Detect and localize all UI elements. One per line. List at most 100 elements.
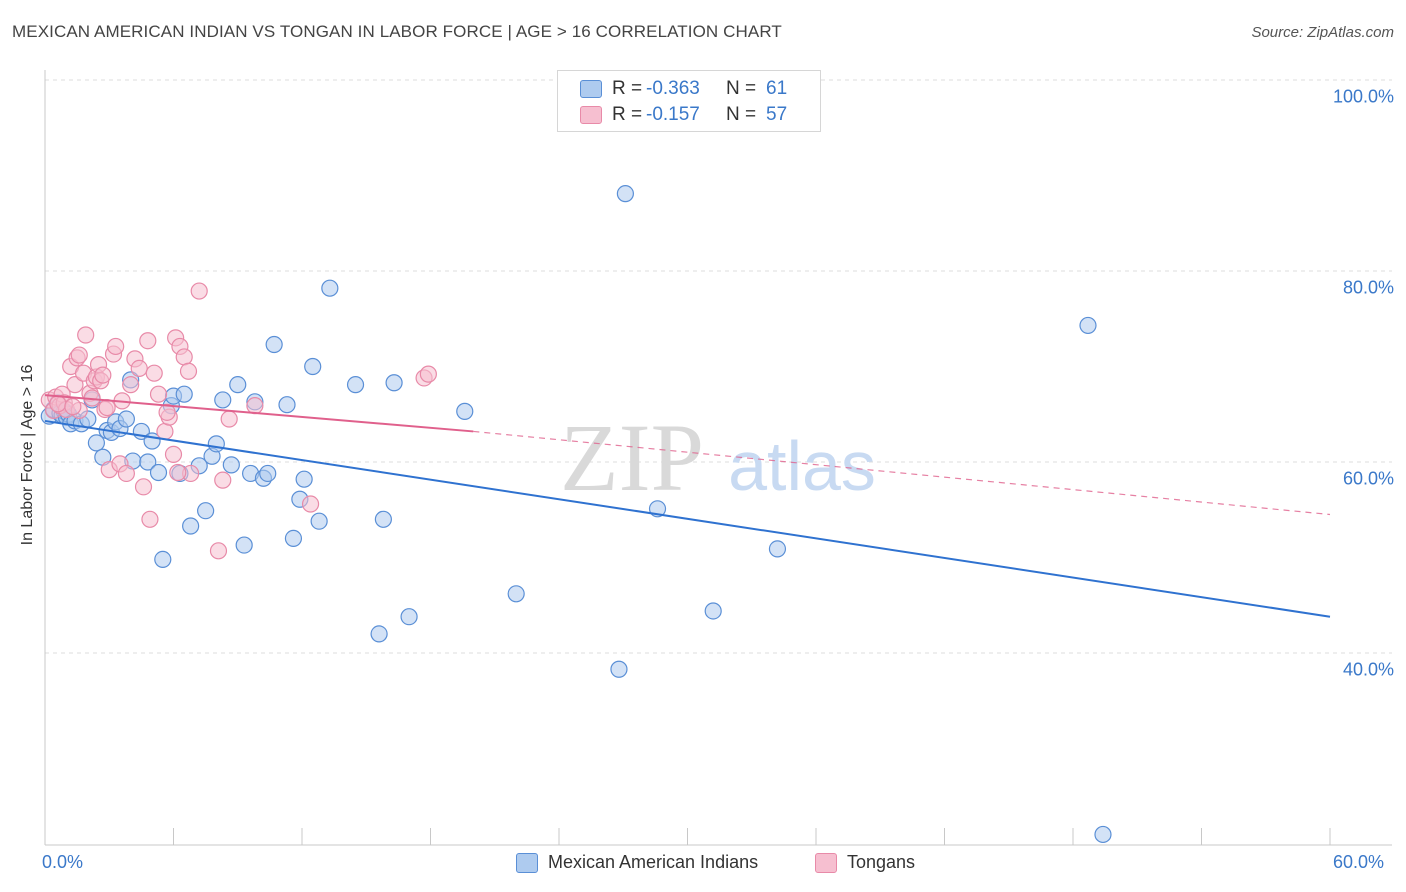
data-point [214,391,232,409]
legend-n-label: N = [726,104,757,125]
data-point [117,464,135,483]
data-point [117,410,135,428]
data-point [220,410,238,428]
data-point [456,402,474,420]
data-point [374,510,392,528]
watermark-atlas: atlas [728,427,876,505]
data-point [295,470,313,488]
data-point [179,362,198,380]
data-point [610,660,628,678]
data-point [182,517,200,535]
data-point [209,542,228,560]
chart-title: MEXICAN AMERICAN INDIAN VS TONGAN IN LAB… [12,22,782,41]
data-point [149,463,168,482]
data-point [77,326,95,344]
data-point [507,585,525,603]
data-point [310,512,328,530]
trend-line-extension [473,430,1331,516]
data-point [385,374,403,392]
legend-row-tongans: R = -0.157 N = 57 [580,103,787,127]
data-point [164,445,183,463]
legend-row-mexican-american-indians: R = -0.363 N = 61 [580,77,787,101]
legend-n-value: 57 [766,104,788,125]
data-point [222,456,240,474]
data-point [284,529,303,548]
bottom-legend-tongans: Tongans [815,852,915,873]
watermark-zip: ZIP [560,404,704,511]
data-point [304,357,322,376]
data-point [66,376,84,394]
data-point [259,464,277,483]
data-point [616,185,634,203]
legend-r-label: R = [612,104,643,125]
data-point [214,471,232,489]
data-point [235,536,253,554]
data-point [70,346,88,364]
data-point [1079,316,1097,335]
data-point [154,550,172,569]
data-point [246,397,264,415]
data-point [158,403,176,421]
x-tick-label-max: 60.0% [1333,852,1385,872]
legend-swatch-pink [580,106,602,124]
bottom-legend-swatch-pink [815,852,837,873]
data-point [49,395,67,413]
data-point [139,453,157,471]
data-point [169,463,187,482]
data-point [278,396,296,414]
data-point [400,608,418,626]
data-point [94,366,112,384]
data-point [149,385,168,403]
data-point [107,337,125,356]
data-point [346,376,365,394]
bottom-legend-swatch-blue [516,852,538,873]
data-point [98,398,116,417]
data-point [704,602,722,620]
y-tick-label: 80.0% [1342,277,1394,298]
bottom-legend-label: Tongans [847,852,916,872]
data-point [419,365,437,383]
data-point [301,495,320,513]
axes [44,70,1392,846]
data-point [197,502,215,520]
data-point [321,279,339,297]
correlation-legend: R = -0.363 N = 61 R = -0.157 N = 57 [557,70,821,132]
data-point [175,385,193,403]
data-point [122,376,140,394]
legend-n-value: 61 [766,78,788,99]
y-tick-label: 40.0% [1342,659,1394,680]
data-point [1094,825,1112,844]
y-tick-label: 60.0% [1342,468,1394,489]
data-point [145,364,163,382]
watermark: ZIP atlas [560,404,876,511]
data-point [370,625,388,643]
legend-r-value: -0.157 [646,104,700,125]
data-point [87,434,106,452]
data-point [229,376,247,394]
chart-source: Source: ZipAtlas.com [1251,24,1394,41]
bottom-legend-mexican-american-indians: Mexican American Indians [516,852,758,873]
data-point [265,335,283,354]
data-point [190,282,208,300]
trend-line [44,419,1331,618]
data-point [64,398,82,416]
data-point [768,540,787,558]
data-point [141,510,159,528]
data-point [130,359,148,378]
y-tick-label: 100.0% [1332,86,1394,107]
data-point [134,478,153,496]
trend-lines [44,394,1331,618]
trend-line [44,394,474,433]
bottom-legend-label: Mexican American Indians [548,852,759,872]
data-point [207,435,225,453]
gridlines [45,79,1392,654]
data-point [175,348,193,366]
legend-r-value: -0.363 [646,78,700,99]
data-point [139,332,157,350]
data-point [156,422,174,441]
legend-r-label: R = [612,78,643,99]
x-tick-label-min: 0.0% [42,852,84,872]
legend-swatch-blue [580,80,602,98]
legend-n-label: N = [726,78,757,99]
